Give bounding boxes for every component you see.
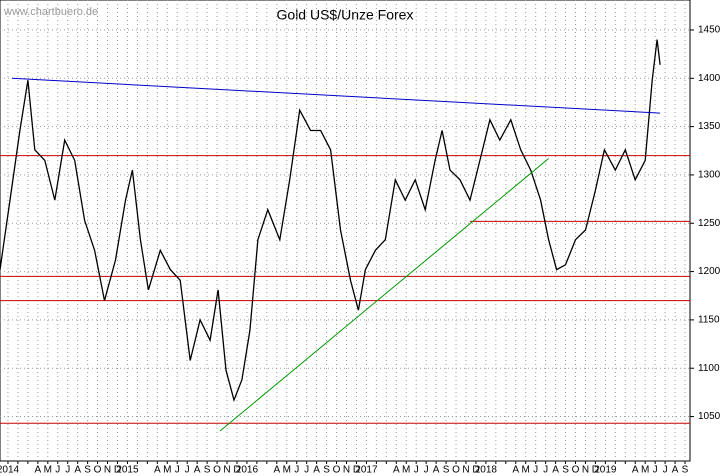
x-tick-label: A: [313, 465, 320, 476]
x-tick-label: A: [273, 465, 280, 476]
x-tick-label: O: [213, 465, 221, 476]
chart-title: Gold US$/Unze Forex: [277, 7, 414, 23]
x-tick-label: S: [84, 465, 91, 476]
x-tick-label: 2017: [355, 465, 378, 476]
price-line: [0, 39, 661, 403]
x-tick-label: 2018: [475, 465, 498, 476]
x-tick-label: O: [452, 465, 460, 476]
x-tick-label: N: [223, 465, 230, 476]
x-tick-label: J: [424, 465, 429, 476]
x-tick-label: A: [632, 465, 639, 476]
x-tick-label: J: [185, 465, 190, 476]
x-tick-label: J: [414, 465, 419, 476]
x-tick-label: M: [641, 465, 649, 476]
y-tick-label: 1100: [698, 363, 720, 374]
x-tick-label: J: [65, 465, 70, 476]
x-tick-label: A: [433, 465, 440, 476]
x-tick-label: M: [44, 465, 52, 476]
x-tick-label: D: [114, 465, 121, 476]
x-tick-label: 2019: [594, 465, 617, 476]
x-tick-label: N: [343, 465, 350, 476]
y-tick-label: 1050: [698, 411, 721, 422]
x-tick-label: A: [512, 465, 519, 476]
x-tick-label: M: [283, 465, 291, 476]
x-tick-label: O: [333, 465, 341, 476]
x-tick-label: J: [304, 465, 309, 476]
plot-area: [0, 0, 691, 462]
x-tick-label: D: [592, 465, 599, 476]
x-tick-label: N: [104, 465, 111, 476]
x-tick-label: D: [472, 465, 479, 476]
x-tick-label: A: [194, 465, 201, 476]
x-tick-label: J: [294, 465, 299, 476]
x-tick-label: N: [582, 465, 589, 476]
y-tick-label: 1150: [698, 315, 720, 326]
x-tick-label: J: [175, 465, 180, 476]
y-tick-label: 1350: [698, 121, 721, 132]
x-tick-label: O: [94, 465, 102, 476]
x-tick-label: N: [462, 465, 469, 476]
x-tick-label: A: [672, 465, 679, 476]
x-tick-label: M: [522, 465, 530, 476]
x-tick-label: 2015: [116, 465, 139, 476]
x-tick-label: A: [154, 465, 161, 476]
x-tick-label: J: [55, 465, 60, 476]
trend-line: [219, 158, 549, 432]
trend-line: [11, 77, 661, 114]
x-tick-label: M: [402, 465, 410, 476]
y-tick-label: 1250: [698, 218, 721, 229]
y-tick-label: 1400: [698, 73, 721, 84]
x-tick-label: A: [552, 465, 559, 476]
x-tick-label: J: [533, 465, 538, 476]
y-tick-label: 1200: [698, 266, 721, 277]
x-tick-label: S: [562, 465, 569, 476]
x-tick-label: S: [204, 465, 211, 476]
x-tick-label: M: [163, 465, 171, 476]
x-tick-label: S: [443, 465, 450, 476]
y-tick-label: 1450: [698, 25, 721, 36]
x-tick-label: J: [653, 465, 658, 476]
x-tick-label: D: [233, 465, 240, 476]
x-tick-label: S: [682, 465, 689, 476]
x-tick-label: J: [543, 465, 548, 476]
x-tick-label: A: [34, 465, 41, 476]
x-tick-label: O: [572, 465, 580, 476]
x-tick-label: D: [353, 465, 360, 476]
x-tick-label: 2014: [0, 465, 20, 476]
y-tick-label: 1300: [698, 170, 721, 181]
watermark: www.chartbuero.de: [3, 6, 98, 18]
x-tick-label: A: [393, 465, 400, 476]
x-tick-label: J: [663, 465, 668, 476]
x-tick-label: S: [323, 465, 330, 476]
x-tick-label: A: [74, 465, 81, 476]
x-tick-label: 2016: [236, 465, 259, 476]
